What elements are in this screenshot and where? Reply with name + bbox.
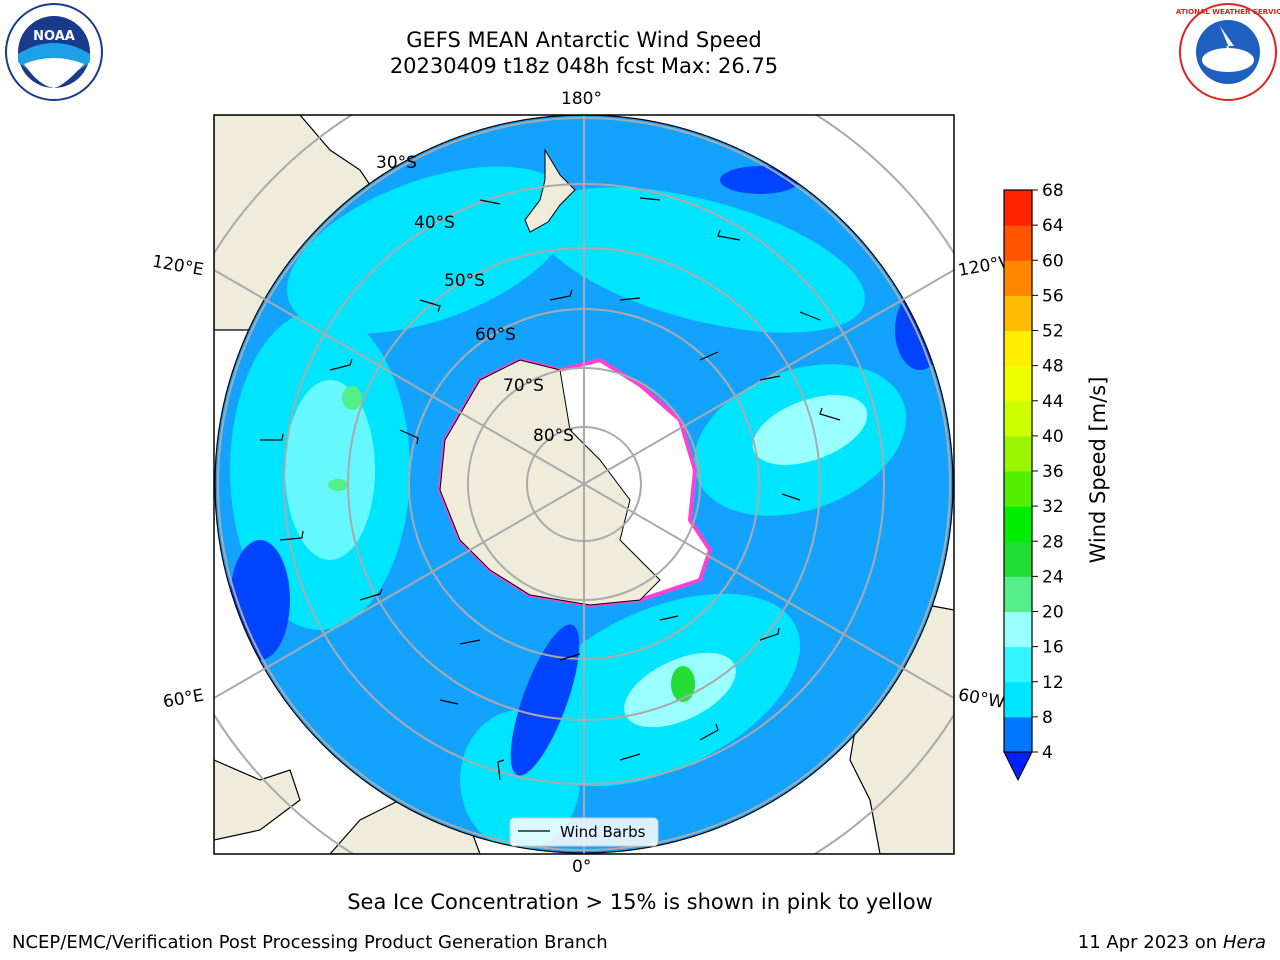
colorbar-tick-label: 68 [1042,181,1064,201]
madagascar-land [214,759,301,841]
lat-label-70: 70°S [503,376,544,396]
footer-left: NCEP/EMC/Verification Post Processing Pr… [12,932,608,953]
colorbar-extend-arrow [1003,751,1033,782]
colorbar-tick-label: 36 [1042,462,1064,482]
nws-logo: NATIONAL WEATHER SERVICE [1176,3,1280,101]
lat-label-30: 30°S [376,153,417,173]
nws-logo-text: NATIONAL WEATHER SERVICE [1176,8,1280,16]
lat-label-60: 60°S [475,325,516,345]
colorbar-segment [1004,716,1032,753]
colorbar-tick-label: 12 [1042,673,1064,693]
colorbar-segment [1004,225,1032,261]
colorbar-segment [1004,365,1032,402]
colorbar-segment [1004,295,1032,331]
footer-date: 11 Apr 2023 on [1077,932,1223,953]
noaa-logo-text: NOAA [33,29,75,44]
lat-label-40: 40°S [414,213,455,233]
chart-title: GEFS MEAN Antarctic Wind Speed [406,28,762,52]
lat-label-80: 80°S [533,426,574,446]
colorbar-tick-label: 4 [1042,743,1053,763]
legend-label: Wind Barbs [560,823,646,841]
lat-label-50: 50°S [444,271,485,291]
colorbar-segment [1004,400,1032,437]
chart-subtitle: 20230409 t18z 048h fcst Max: 26.75 [389,54,779,78]
colorbar-tick-label: 48 [1042,357,1064,377]
colorbar-tick-label: 16 [1042,638,1064,658]
graticule [214,115,954,854]
colorbar-tick-label: 56 [1042,286,1064,306]
colorbar-tick-label: 60 [1042,251,1064,271]
colorbar-segment [1004,646,1032,683]
colorbar-segment [1004,435,1032,472]
footer-host: Hera [1222,932,1266,953]
colorbar-segment [1004,681,1032,718]
colorbar-tick-label: 64 [1042,216,1064,236]
noaa-logo: NOAA [5,3,103,101]
lon-label-bottom: 0° [572,857,592,877]
colorbar-segment [1004,471,1032,507]
colorbar-segment [1004,611,1032,648]
colorbar-tick-label: 24 [1042,567,1064,587]
colorbar-segment [1004,260,1032,296]
colorbar-segment [1004,330,1032,367]
new-zealand-land [524,148,576,233]
antarctica-land [439,359,661,606]
colorbar-tick-label: 44 [1042,392,1064,412]
colorbar-tick-label: 28 [1042,532,1064,552]
colorbar-segment [1004,541,1032,577]
map-legend: Wind Barbs [509,817,659,847]
colorbar-segment [1004,576,1032,612]
colorbar-tick-label: 8 [1042,708,1053,728]
colorbar-tick-label: 52 [1042,322,1064,342]
footer-right: 11 Apr 2023 on Hera [1078,932,1266,953]
colorbar-segment [1004,190,1032,226]
polar-map: 30°S 40°S 50°S 60°S 70°S 80°S Wind Barbs [213,114,955,855]
wind-barbs [260,197,841,781]
lon-label-top: 180° [561,89,602,109]
colorbar-tick-label: 40 [1042,427,1064,447]
colorbar-tick-label: 32 [1042,497,1064,517]
colorbar-segment [1004,506,1032,542]
sea-ice-note: Sea Ice Concentration > 15% is shown in … [347,890,933,914]
colorbar-label: Wind Speed [m/s] [1086,376,1110,564]
colorbar-tick-label: 20 [1042,603,1064,623]
